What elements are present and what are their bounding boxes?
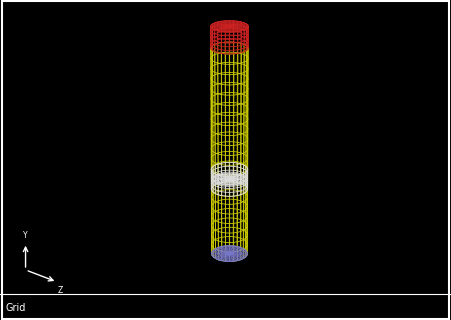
Text: Grid: Grid [5, 303, 26, 313]
Text: Z: Z [58, 285, 63, 295]
Text: Y: Y [23, 231, 28, 240]
